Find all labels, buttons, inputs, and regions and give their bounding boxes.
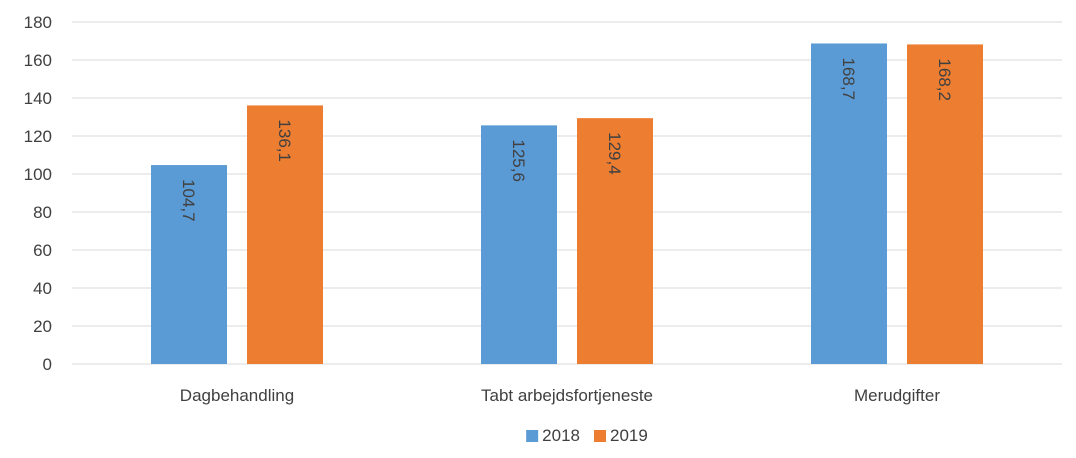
legend-swatch-2019: [594, 430, 606, 442]
data-label: 168,7: [839, 57, 858, 100]
bar-2019-tabt-arbejdsfortjeneste: [577, 118, 653, 364]
y-tick-label: 40: [33, 279, 52, 298]
y-tick-label: 0: [43, 355, 52, 374]
legend-label: 2019: [610, 426, 648, 445]
y-tick-label: 60: [33, 241, 52, 260]
y-tick-label: 20: [33, 317, 52, 336]
data-label: 125,6: [509, 139, 528, 182]
legend-label: 2018: [542, 426, 580, 445]
category-label: Dagbehandling: [180, 386, 294, 405]
category-label: Merudgifter: [854, 386, 940, 405]
data-label: 104,7: [179, 179, 198, 222]
y-tick-label: 140: [24, 89, 52, 108]
x-axis-category-labels: Dagbehandling Tabt arbejdsfortjeneste Meru…: [180, 386, 941, 405]
data-label: 129,4: [605, 132, 624, 175]
y-tick-label: 160: [24, 51, 52, 70]
y-axis-tick-labels: 0 20 40 60 80 100 120 140 160 180: [24, 13, 52, 374]
y-tick-label: 180: [24, 13, 52, 32]
y-tick-label: 80: [33, 203, 52, 222]
legend-swatch-2018: [526, 430, 539, 442]
bar-2019-merudgifter: [907, 44, 983, 365]
data-labels: 104,7 136,1 125,6 129,4 168,7 168,2: [179, 57, 954, 221]
bar-2018-dagbehandling: [151, 165, 227, 364]
legend: 2018 2019: [526, 426, 648, 445]
bars: [151, 43, 983, 365]
y-tick-label: 120: [24, 127, 52, 146]
bar-2019-dagbehandling: [247, 105, 323, 364]
data-label: 168,2: [935, 58, 954, 101]
bar-2018-merudgifter: [811, 43, 887, 364]
bar-2018-tabt-arbejdsfortjeneste: [481, 125, 557, 364]
data-label: 136,1: [275, 119, 294, 162]
y-tick-label: 100: [24, 165, 52, 184]
gridlines: [72, 21, 1062, 365]
category-label: Tabt arbejdsfortjeneste: [481, 386, 653, 405]
